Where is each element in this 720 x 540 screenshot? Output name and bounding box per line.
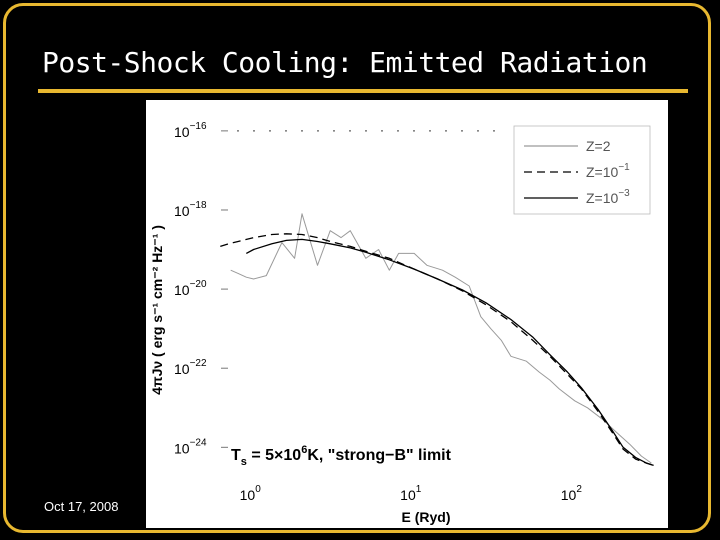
grid-dot — [445, 129, 447, 132]
grid-dot — [253, 129, 255, 132]
grid-dot — [429, 129, 431, 132]
y-tick-label: 10−22 — [174, 358, 207, 377]
chart-panel: 4πJν ( erg s⁻¹ cm⁻² Hz⁻¹ ) 10−16 10−18 10−… — [146, 100, 668, 528]
series-line — [245, 238, 654, 467]
legend-label: Z=10−3 — [586, 188, 630, 206]
x-tick-label: 100 — [240, 484, 262, 503]
spectrum-chart: 4πJν ( erg s⁻¹ cm⁻² Hz⁻¹ ) 10−16 10−18 10−… — [149, 121, 654, 525]
grid-dot — [397, 129, 399, 132]
legend-box — [513, 125, 651, 215]
legend-label: Z=10−1 — [586, 162, 630, 180]
y-tick-label: 10−20 — [174, 279, 207, 298]
title-underline — [38, 89, 688, 93]
slide-frame — [3, 3, 711, 533]
grid-dot — [237, 129, 239, 132]
grid-dot — [285, 129, 287, 132]
grid-dot — [493, 129, 495, 132]
grid-dot — [365, 129, 367, 132]
y-tick-label: 10−16 — [174, 121, 207, 140]
grid-dot — [381, 129, 383, 132]
y-axis-label: 4πJν ( erg s⁻¹ cm⁻² Hz⁻¹ ) — [149, 225, 165, 395]
grid-dot — [317, 129, 319, 132]
x-axis-label: E (Ryd) — [402, 509, 451, 525]
grid-dot — [333, 129, 335, 132]
y-tick-label: 10−18 — [174, 200, 207, 219]
grid-dot — [461, 129, 463, 132]
series-line — [230, 213, 652, 464]
x-tick-label: 102 — [561, 484, 583, 503]
slide-title: Post-Shock Cooling: Emitted Radiation — [42, 46, 648, 79]
chart-annotation: Ts = 5×106K, "strong−B" limit — [231, 444, 452, 468]
y-tick-label: 10−24 — [174, 437, 207, 456]
grid-dot — [301, 129, 303, 132]
footer-date: Oct 17, 2008 — [44, 499, 119, 514]
legend-label: Z=2 — [586, 138, 611, 154]
legend: Z=2 Z=10−1 Z=10−3 — [513, 125, 651, 215]
grid-dot — [269, 129, 271, 132]
grid-dot — [413, 129, 415, 132]
grid-dot — [477, 129, 479, 132]
grid-dot — [349, 129, 351, 132]
x-tick-label: 101 — [400, 484, 422, 503]
